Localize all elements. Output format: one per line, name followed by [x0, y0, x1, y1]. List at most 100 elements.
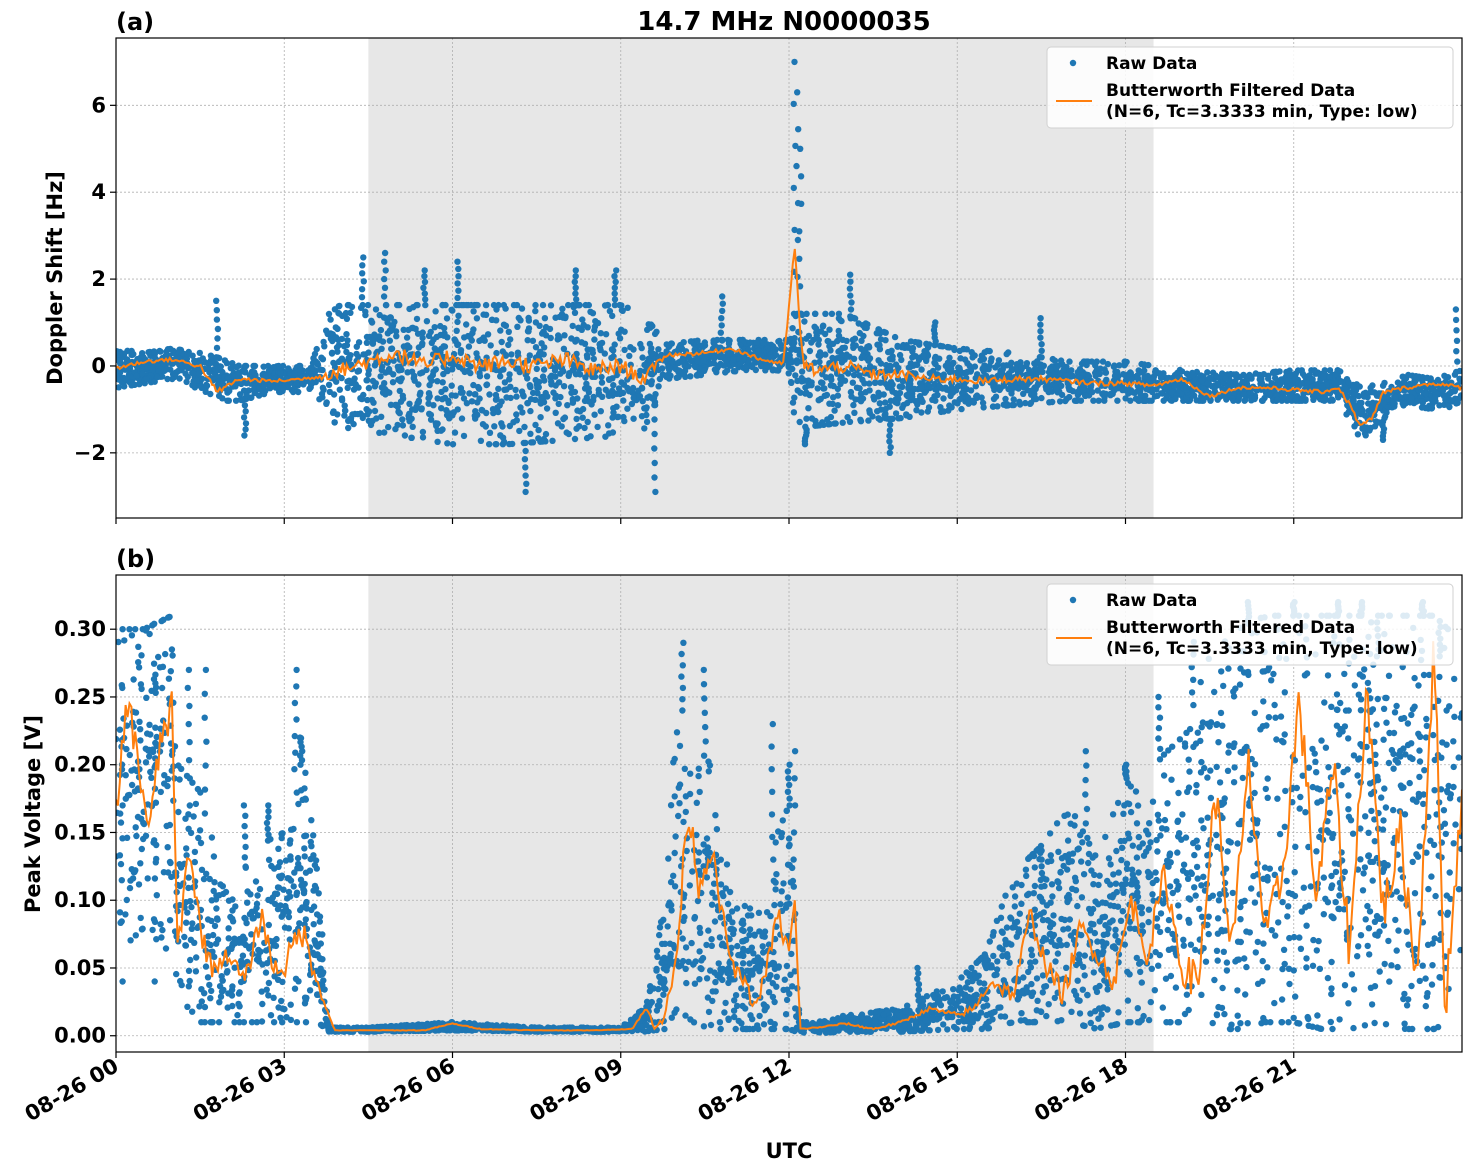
panel-a-raw-point	[352, 380, 359, 388]
panel-a-raw-point	[866, 387, 873, 394]
panel-a-raw-point	[482, 301, 490, 309]
panel-b-raw-point	[137, 726, 144, 733]
panel-a-raw-point	[1408, 394, 1415, 401]
panel-a-raw-point	[1276, 381, 1284, 389]
panel-b-raw-point	[1291, 869, 1298, 876]
panel-b-raw-point	[1051, 994, 1059, 1002]
panel-b-raw-point	[1214, 957, 1221, 964]
panel-a-raw-spike-point	[611, 301, 619, 309]
panel-a-raw-point	[396, 410, 403, 417]
panel-a-raw-point	[526, 352, 533, 359]
panel-a-raw-point	[540, 328, 547, 335]
panel-a-raw-point	[1084, 358, 1092, 365]
panel-a-raw-point	[724, 336, 732, 344]
panel-a-raw-spike-point	[848, 299, 855, 306]
panel-a-raw-point	[260, 390, 268, 398]
panel-a-raw-point	[828, 310, 836, 317]
panel-a-raw-point	[133, 372, 140, 379]
panel-a-raw-spike-point	[380, 293, 388, 300]
panel-a-raw-point	[465, 343, 473, 350]
panel-a-raw-point	[519, 409, 526, 416]
panel-a-raw-point	[574, 407, 581, 414]
panel-a-raw-point	[499, 423, 506, 430]
panel-a-raw-point	[1361, 393, 1368, 400]
panel-b-raw-point	[1244, 1020, 1251, 1027]
panel-a-raw-point	[1399, 373, 1406, 380]
panel-a-raw-point	[365, 384, 373, 392]
panel-a-raw-spike-point	[573, 301, 580, 309]
panel-a-raw-point	[965, 400, 972, 407]
panel-a-raw-point	[362, 308, 369, 315]
panel-a-raw-point	[369, 337, 376, 344]
panel-a-raw-point	[1047, 366, 1054, 373]
panel-b-raw-point	[157, 725, 164, 732]
panel-a-raw-point	[449, 366, 456, 373]
panel-a-raw-point	[876, 400, 883, 407]
panel-b-raw-point	[1329, 1025, 1336, 1033]
panel-a-raw-point	[1005, 385, 1012, 393]
panel-b-raw-point	[189, 1008, 196, 1015]
panel-a-raw-point	[1023, 360, 1031, 367]
panel-a-raw-point	[655, 383, 662, 390]
panel-a-raw-point	[416, 391, 423, 399]
panel-a-raw-point	[376, 429, 383, 436]
panel-b-raw-point	[1440, 807, 1448, 814]
panel-a-raw-point	[185, 348, 192, 356]
panel-a-raw-point	[567, 384, 575, 391]
panel-a-raw-point	[554, 336, 561, 343]
panel-a-raw-point	[679, 357, 686, 364]
panel-b-raw-point	[739, 960, 747, 967]
panel-b-raw-point	[198, 866, 206, 873]
panel-a-raw-point	[335, 310, 343, 317]
panel-a-raw-point	[472, 391, 479, 398]
panel-a-raw-point	[182, 370, 189, 377]
panel-a-raw-point	[449, 441, 457, 448]
panel-b-raw-point	[195, 834, 202, 842]
panel-b-raw-point	[1090, 881, 1097, 888]
panel-a-raw-point	[875, 357, 882, 364]
panel-a-raw-point	[463, 301, 470, 309]
panel-a-raw-point	[875, 393, 882, 400]
panel-b-raw-point	[661, 940, 669, 947]
panel-a-raw-point	[609, 312, 616, 320]
panel-a-raw-point	[687, 373, 694, 380]
panel-a-raw-point	[1229, 395, 1236, 402]
panel-a-raw-point	[834, 402, 842, 409]
panel-a-raw-point	[643, 418, 651, 426]
panel-a-raw-point	[365, 417, 372, 424]
panel-a-raw-point	[470, 308, 477, 315]
panel-a-raw-point	[882, 414, 889, 422]
panel-b-raw-point	[1153, 915, 1161, 922]
panel-a-raw-point	[829, 354, 836, 362]
panel-a-raw-point	[1053, 385, 1060, 393]
panel-a-raw-point	[616, 387, 623, 395]
panel-a-raw-point	[1292, 397, 1300, 404]
panel-a-raw-spike-point	[521, 456, 529, 463]
panel-b-raw-point	[703, 874, 711, 881]
panel-a-raw-spike-point	[522, 439, 529, 447]
panel-b-raw-point	[262, 969, 270, 976]
panel-a-raw-point	[1212, 372, 1220, 379]
panel-a-raw-point	[1156, 370, 1163, 377]
panel-a-raw-point	[359, 414, 366, 422]
panel-b-raw-point	[997, 1004, 1004, 1011]
panel-a-raw-point	[1436, 402, 1443, 409]
panel-a-raw-spike-point	[717, 329, 724, 336]
panel-a-raw-spike-point	[455, 273, 462, 280]
panel-a-raw-point	[894, 342, 901, 350]
panel-a-raw-point	[399, 392, 406, 399]
panel-a-raw-point	[798, 378, 805, 385]
panel-a-raw-point	[984, 347, 991, 355]
panel-a-raw-point	[1345, 378, 1352, 386]
panel-a-raw-point	[338, 397, 346, 404]
panel-a-raw-point	[309, 359, 317, 367]
panel-a-raw-point	[905, 383, 912, 390]
panel-b-raw-point	[1221, 1010, 1228, 1018]
panel-a-raw-point	[611, 341, 618, 348]
panel-a-raw-point	[498, 338, 505, 346]
panel-a-raw-spike-point	[790, 184, 797, 192]
panel-b-raw-point	[1321, 699, 1328, 706]
panel-b-raw-point	[1283, 877, 1290, 885]
panel-a-raw-point	[909, 393, 916, 400]
panel-b-raw-point	[1179, 811, 1186, 818]
